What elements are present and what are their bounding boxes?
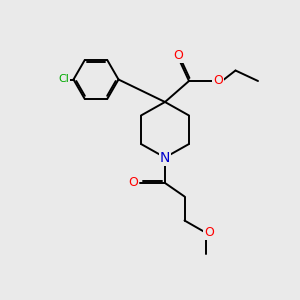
Text: O: O xyxy=(128,176,138,190)
Text: Cl: Cl xyxy=(58,74,69,85)
Text: N: N xyxy=(160,151,170,164)
Text: O: O xyxy=(174,49,183,62)
Text: O: O xyxy=(213,74,223,88)
Text: O: O xyxy=(204,226,214,239)
